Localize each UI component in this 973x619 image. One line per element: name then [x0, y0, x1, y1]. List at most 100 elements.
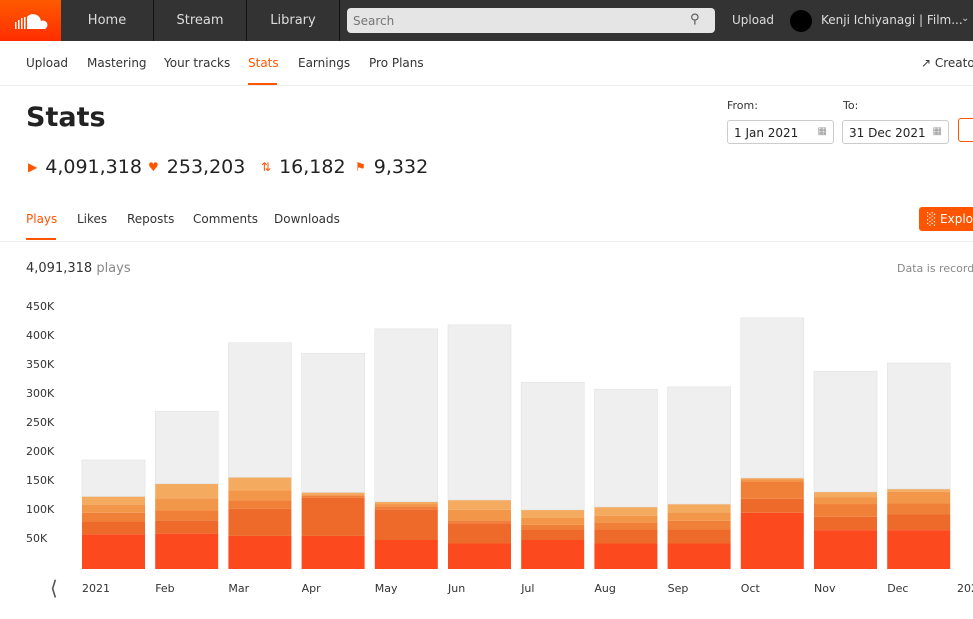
bar-segment[interactable]: [228, 500, 292, 509]
bar-segment[interactable]: [667, 512, 731, 521]
bar-segment[interactable]: [740, 498, 804, 513]
bar-segment[interactable]: [740, 479, 804, 482]
calendar-icon[interactable]: ▦: [817, 126, 827, 137]
bar-segment[interactable]: [887, 514, 951, 531]
date-action-button[interactable]: [958, 118, 973, 142]
bar-segment[interactable]: [594, 522, 658, 530]
bar-segment[interactable]: [814, 491, 877, 498]
tab-comments[interactable]: Comments: [193, 212, 259, 226]
bar-segment[interactable]: [82, 534, 145, 569]
bar-segment[interactable]: [155, 520, 219, 534]
bar-segment[interactable]: [521, 540, 585, 569]
chevron-down-icon[interactable]: ⌄: [961, 13, 970, 24]
bar-segment[interactable]: [301, 352, 365, 493]
bar-segment[interactable]: [82, 521, 145, 535]
bar-segment[interactable]: [81, 459, 146, 497]
bar-segment[interactable]: [520, 381, 585, 511]
bar-segment[interactable]: [667, 529, 731, 544]
subnav-earnings[interactable]: Earnings: [298, 56, 351, 70]
bar-segment[interactable]: [154, 410, 219, 485]
bar-segment[interactable]: [667, 386, 731, 505]
bar-segment[interactable]: [814, 530, 877, 569]
bar-segment[interactable]: [448, 523, 511, 544]
bar-segment[interactable]: [82, 496, 145, 505]
bar-segment[interactable]: [301, 492, 365, 495]
bar-segment[interactable]: [301, 535, 365, 569]
bar-segment[interactable]: [82, 512, 145, 522]
bar-segment[interactable]: [887, 488, 951, 492]
bar-segment[interactable]: [301, 497, 365, 536]
bar-segment[interactable]: [521, 529, 585, 540]
bar-segment[interactable]: [667, 520, 731, 530]
user-menu[interactable]: Kenji Ichiyanagi | Film...: [821, 13, 963, 27]
bar-segment[interactable]: [374, 501, 438, 505]
nav-stream[interactable]: Stream: [154, 0, 247, 41]
nav-home[interactable]: Home: [61, 0, 154, 41]
bar-segment[interactable]: [448, 543, 511, 569]
bar-segment[interactable]: [813, 370, 878, 493]
explore-button[interactable]: ░ Explo: [919, 207, 973, 231]
subnav-your-tracks[interactable]: Your tracks: [164, 56, 231, 70]
bar-segment[interactable]: [448, 520, 511, 524]
tab-downloads[interactable]: Downloads: [274, 212, 340, 226]
tab-reposts[interactable]: Reposts: [127, 212, 175, 226]
bar-segment[interactable]: [740, 512, 804, 569]
to-date-field[interactable]: 31 Dec 2021 ▦: [842, 120, 949, 144]
subnav-pro-plans[interactable]: Pro Plans: [369, 56, 424, 70]
bar-segment[interactable]: [228, 342, 292, 478]
bar-segment[interactable]: [594, 543, 658, 569]
search-input[interactable]: [347, 8, 715, 33]
bar-segment[interactable]: [887, 503, 951, 515]
bar-segment[interactable]: [374, 328, 439, 503]
bar-segment[interactable]: [521, 524, 585, 530]
bar-segment[interactable]: [448, 499, 511, 510]
nav-library[interactable]: Library: [247, 0, 340, 41]
subnav-upload[interactable]: Upload: [26, 56, 69, 70]
bar-segment[interactable]: [447, 324, 512, 501]
creator-link[interactable]: ↗ Creato: [921, 56, 973, 70]
bar-segment[interactable]: [814, 497, 877, 505]
bar-segment[interactable]: [155, 533, 219, 569]
bar-segment[interactable]: [594, 388, 658, 508]
soundcloud-logo[interactable]: [0, 0, 61, 41]
bar-segment[interactable]: [228, 490, 292, 501]
bar-segment[interactable]: [374, 540, 438, 569]
bar-segment[interactable]: [667, 504, 731, 513]
bar-segment[interactable]: [740, 481, 804, 499]
bar-segment[interactable]: [155, 510, 219, 521]
bar-segment[interactable]: [301, 495, 365, 498]
from-date-field[interactable]: 1 Jan 2021 ▦: [727, 120, 834, 144]
bar-segment[interactable]: [155, 498, 219, 511]
bar-segment[interactable]: [594, 515, 658, 523]
bar-segment[interactable]: [228, 508, 292, 536]
tab-likes[interactable]: Likes: [77, 212, 108, 226]
subnav-mastering[interactable]: Mastering: [87, 56, 147, 70]
bar-segment[interactable]: [740, 477, 804, 480]
search-icon[interactable]: ⚲: [690, 12, 700, 27]
avatar[interactable]: [790, 10, 812, 32]
bar-segment[interactable]: [155, 483, 219, 499]
chevron-left-icon[interactable]: ⟨: [50, 576, 58, 600]
bar-segment[interactable]: [667, 543, 731, 569]
bar-segment[interactable]: [594, 529, 658, 544]
bar-segment[interactable]: [594, 506, 658, 516]
bar-segment[interactable]: [228, 477, 292, 491]
bar-segment[interactable]: [814, 504, 877, 517]
upload-link[interactable]: Upload: [732, 13, 775, 27]
bar-segment[interactable]: [228, 535, 292, 569]
bar-segment[interactable]: [886, 362, 951, 490]
bar-segment[interactable]: [301, 494, 365, 496]
subnav-stats[interactable]: Stats: [248, 56, 279, 70]
bar-segment[interactable]: [374, 509, 438, 540]
calendar-icon[interactable]: ▦: [932, 126, 942, 137]
bar-segment[interactable]: [82, 504, 145, 513]
bar-segment[interactable]: [374, 506, 438, 510]
bar-segment[interactable]: [521, 517, 585, 525]
bar-segment[interactable]: [887, 491, 951, 504]
bar-segment[interactable]: [448, 509, 511, 521]
bar-segment[interactable]: [740, 317, 805, 479]
bar-segment[interactable]: [814, 516, 877, 531]
bar-segment[interactable]: [374, 504, 438, 507]
tab-plays[interactable]: Plays: [26, 212, 58, 226]
bar-segment[interactable]: [887, 530, 951, 569]
